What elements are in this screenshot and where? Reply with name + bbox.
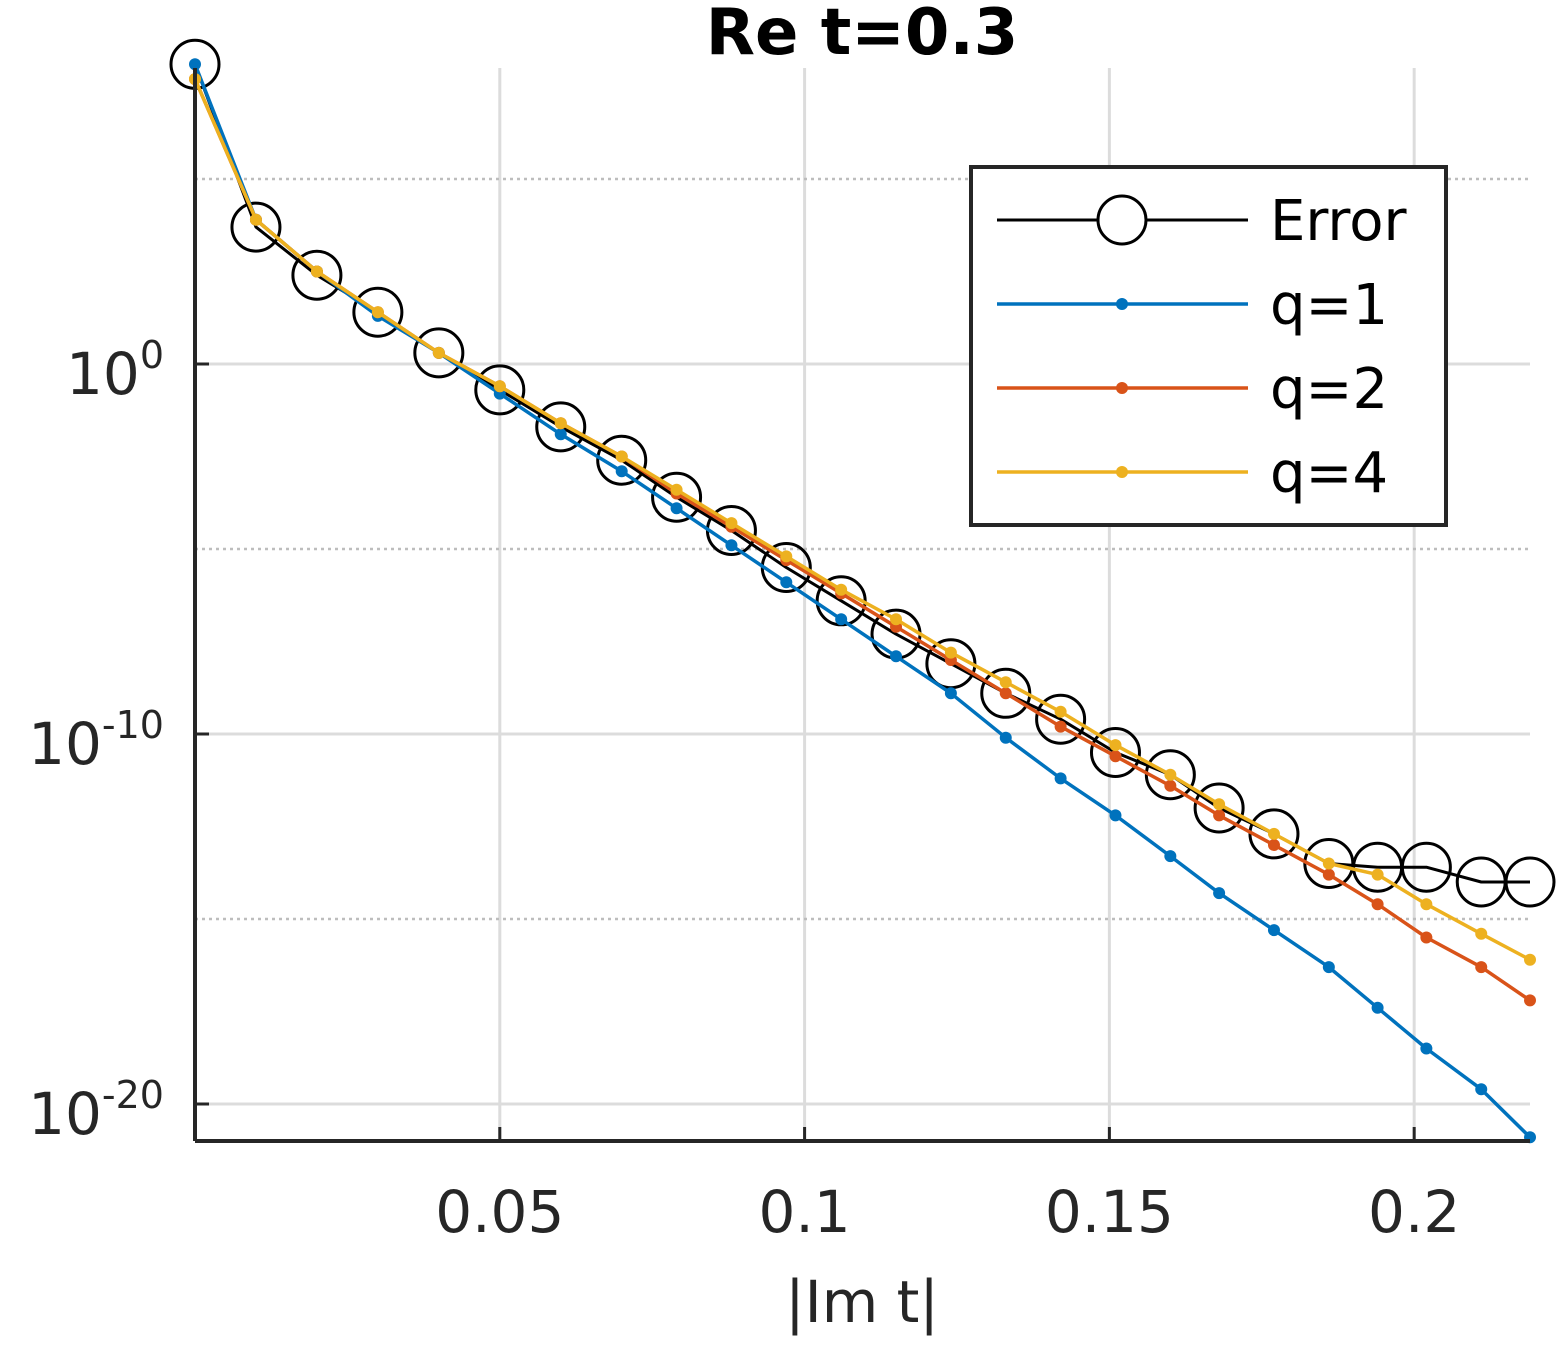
point-q=1-12 xyxy=(890,650,903,663)
plot-series xyxy=(169,38,1556,1144)
point-q=2-23 xyxy=(1475,961,1488,974)
y-tick-labels: 100 10-10 10-20 xyxy=(28,333,164,1148)
point-q=1-0 xyxy=(189,58,201,71)
y-tick-label-2: 10-20 xyxy=(28,1073,164,1148)
point-q=1-20 xyxy=(1322,961,1335,974)
point-Error-4 xyxy=(413,327,465,379)
legend-label-q=1: q=1 xyxy=(1270,273,1388,338)
legend-label-Error: Error xyxy=(1270,189,1407,254)
point-q=4-22 xyxy=(1420,898,1433,911)
point-q=4-1 xyxy=(249,213,262,226)
point-q=1-16 xyxy=(1109,809,1122,822)
point-q=1-7 xyxy=(615,465,628,478)
point-Error-7 xyxy=(596,434,648,486)
point-q=2-20 xyxy=(1322,868,1335,881)
point-q=2-15 xyxy=(1054,720,1067,733)
point-q=2-24 xyxy=(1524,994,1536,1007)
point-q=4-13 xyxy=(944,646,957,659)
point-q=4-14 xyxy=(999,676,1012,689)
point-q=2-18 xyxy=(1213,809,1226,822)
point-q=4-9 xyxy=(725,517,738,530)
x-axis-label: |Im t| xyxy=(785,1268,939,1336)
point-q=2-21 xyxy=(1371,898,1384,911)
legend-marker-Error xyxy=(1096,194,1148,246)
point-Error-8 xyxy=(651,471,703,523)
point-q=2-19 xyxy=(1267,839,1280,851)
point-q=4-20 xyxy=(1322,857,1335,870)
legend-label-q=2: q=2 xyxy=(1270,357,1388,422)
point-q=4-3 xyxy=(371,306,384,319)
point-Error-2 xyxy=(291,249,343,301)
x-tick-label-1: 0.1 xyxy=(758,1178,850,1246)
series-q=4 xyxy=(189,73,1536,966)
point-q=4-11 xyxy=(835,583,848,596)
point-q=1-11 xyxy=(835,613,848,626)
point-q=1-13 xyxy=(944,687,957,700)
legend-marker-q=4 xyxy=(1116,466,1128,478)
x-tick-labels: 0.05 0.1 0.15 0.2 xyxy=(435,1178,1460,1246)
point-q=4-6 xyxy=(554,417,567,430)
point-q=4-16 xyxy=(1109,739,1122,752)
point-q=1-22 xyxy=(1420,1042,1433,1055)
point-q=4-7 xyxy=(615,450,628,463)
point-q=4-21 xyxy=(1371,868,1384,881)
point-q=1-17 xyxy=(1164,850,1177,863)
point-q=1-14 xyxy=(999,731,1012,744)
point-Error-15 xyxy=(1035,693,1087,745)
point-q=1-9 xyxy=(725,539,738,552)
point-q=1-10 xyxy=(780,576,793,589)
point-q=1-18 xyxy=(1213,887,1226,900)
point-Error-18 xyxy=(1193,782,1245,834)
point-q=4-5 xyxy=(493,380,506,393)
point-q=4-17 xyxy=(1164,768,1177,781)
point-q=4-2 xyxy=(310,265,323,278)
point-q=1-21 xyxy=(1371,1001,1384,1014)
point-q=4-8 xyxy=(670,483,683,496)
point-q=4-24 xyxy=(1524,953,1536,966)
legend-box xyxy=(969,165,1448,527)
point-q=1-19 xyxy=(1267,924,1280,937)
point-Error-22 xyxy=(1400,841,1452,893)
point-q=4-12 xyxy=(890,613,903,626)
y-tick-label-1: 10-10 xyxy=(28,703,164,778)
legend-label-q=4: q=4 xyxy=(1270,441,1388,506)
chart-title: Re t=0.3 xyxy=(706,0,1019,70)
point-Error-1 xyxy=(230,201,282,253)
legend-marker-q=2 xyxy=(1116,382,1128,394)
x-tick-label-3: 0.2 xyxy=(1368,1178,1460,1246)
point-q=2-16 xyxy=(1109,750,1122,763)
point-q=1-6 xyxy=(554,428,567,441)
point-q=4-15 xyxy=(1054,705,1067,718)
axes xyxy=(193,68,1530,1143)
point-Error-3 xyxy=(352,286,404,338)
legend: Error q=1 q=2 q=4 xyxy=(969,165,1448,527)
point-q=1-15 xyxy=(1054,772,1067,785)
point-q=4-10 xyxy=(780,550,793,563)
legend-marker-q=1 xyxy=(1116,298,1128,310)
point-Error-16 xyxy=(1089,727,1141,778)
point-q=1-23 xyxy=(1475,1083,1488,1096)
x-tick-label-2: 0.15 xyxy=(1045,1178,1174,1246)
point-Error-24 xyxy=(1504,856,1556,908)
y-tick-label-0: 100 xyxy=(66,333,164,408)
point-q=4-4 xyxy=(432,346,445,359)
point-Error-6 xyxy=(535,401,587,453)
point-q=2-14 xyxy=(999,687,1012,700)
point-q=1-8 xyxy=(670,502,683,515)
point-q=2-17 xyxy=(1164,779,1177,792)
point-q=4-19 xyxy=(1267,827,1280,840)
point-q=4-23 xyxy=(1475,927,1488,940)
point-Error-5 xyxy=(474,364,526,416)
point-q=2-22 xyxy=(1420,931,1433,944)
point-q=4-18 xyxy=(1213,798,1226,811)
x-tick-label-0: 0.05 xyxy=(435,1178,564,1246)
